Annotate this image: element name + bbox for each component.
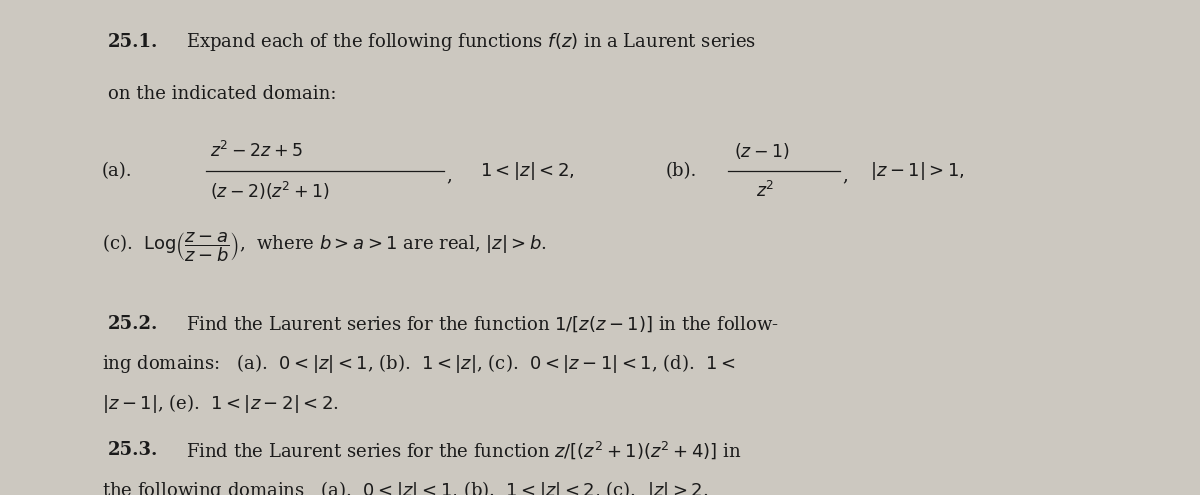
Text: Expand each of the following functions $f(z)$ in a Laurent series: Expand each of the following functions $… bbox=[186, 31, 756, 53]
Text: on the indicated domain:: on the indicated domain: bbox=[108, 85, 336, 103]
Text: (a).: (a). bbox=[102, 162, 133, 180]
Text: the following domains   (a).  $0<|z|<1$, (b).  $1<|z|<2$, (c).  $|z|>2$.: the following domains (a). $0<|z|<1$, (b… bbox=[102, 479, 708, 495]
Text: (c).  $\mathrm{Log}\left(\dfrac{z-a}{z-b}\right)$,  where $b>a>1$ are real, $|z|: (c). $\mathrm{Log}\left(\dfrac{z-a}{z-b}… bbox=[102, 231, 547, 264]
Text: $z^2 - 2z + 5$: $z^2 - 2z + 5$ bbox=[210, 141, 302, 161]
Text: $(z-2)(z^2+1)$: $(z-2)(z^2+1)$ bbox=[210, 180, 330, 201]
Text: $1 < |z| < 2,$: $1 < |z| < 2,$ bbox=[480, 160, 575, 182]
Text: Find the Laurent series for the function $1/[z(z-1)]$ in the follow-: Find the Laurent series for the function… bbox=[186, 314, 779, 334]
Text: $(z-1)$: $(z-1)$ bbox=[734, 141, 790, 161]
Text: $z^2$: $z^2$ bbox=[756, 181, 774, 200]
Text: $|z-1|>1,$: $|z-1|>1,$ bbox=[870, 160, 965, 182]
Text: 25.2.: 25.2. bbox=[108, 315, 158, 333]
Text: 25.3.: 25.3. bbox=[108, 442, 158, 459]
Text: (b).: (b). bbox=[666, 162, 697, 180]
Text: ,: , bbox=[842, 167, 848, 185]
Text: ing domains:   (a).  $0<|z|<1$, (b).  $1<|z|$, (c).  $0<|z-1|<1$, (d).  $1<$: ing domains: (a). $0<|z|<1$, (b). $1<|z|… bbox=[102, 352, 736, 375]
Text: Find the Laurent series for the function $z/[(z^2+1)(z^2+4)]$ in: Find the Laurent series for the function… bbox=[186, 440, 742, 461]
Text: 25.1.: 25.1. bbox=[108, 33, 158, 51]
Text: ,: , bbox=[446, 167, 452, 185]
Text: $|z-1|$, (e).  $1<|z-2|<2$.: $|z-1|$, (e). $1<|z-2|<2$. bbox=[102, 392, 338, 415]
